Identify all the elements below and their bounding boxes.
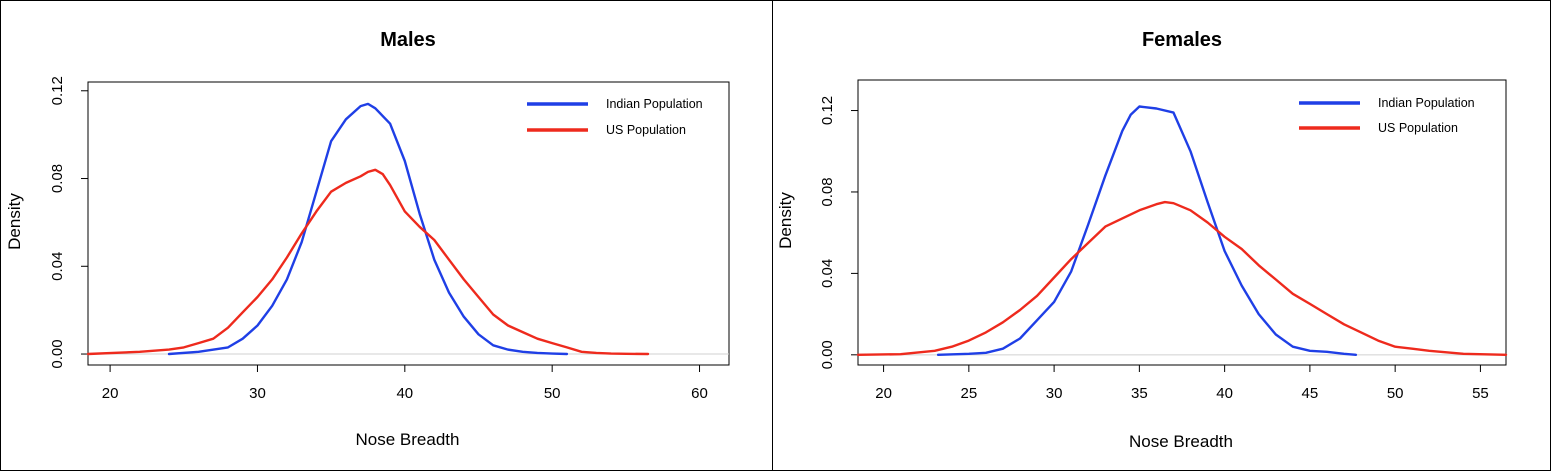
males-legend-label-us: US Population bbox=[606, 123, 686, 137]
females-x-tick-label: 40 bbox=[1216, 385, 1233, 402]
females-legend-label-indian: Indian Population bbox=[1378, 96, 1475, 110]
females-y-tick-label: 0.12 bbox=[819, 96, 836, 125]
males-x-tick-label: 30 bbox=[249, 385, 266, 402]
males-x-axis-label: Nose Breadth bbox=[356, 430, 460, 449]
females-x-tick-label: 50 bbox=[1387, 385, 1404, 402]
females-chart-title: Females bbox=[1142, 29, 1222, 51]
males-x-tick-label: 50 bbox=[544, 385, 561, 402]
females-y-tick-label: 0.00 bbox=[819, 340, 836, 369]
females-x-tick-label: 35 bbox=[1131, 385, 1148, 402]
right-panel-frame bbox=[772, 0, 1551, 471]
females-series-us-line bbox=[856, 200, 1508, 356]
females-x-tick-label: 55 bbox=[1472, 385, 1489, 402]
males-y-tick-label: 0.12 bbox=[49, 76, 66, 105]
females-series-indian-line bbox=[936, 105, 1358, 356]
males-series-us-line bbox=[86, 168, 650, 356]
females-legend-label-us: US Population bbox=[1378, 121, 1458, 135]
females-x-axis-label: Nose Breadth bbox=[1129, 432, 1233, 451]
females-plot-box bbox=[857, 79, 1507, 366]
males-y-axis-label: Density bbox=[5, 193, 24, 250]
females-x-tick-label: 20 bbox=[875, 385, 892, 402]
males-series-indian-line bbox=[167, 102, 569, 356]
males-y-tick-label: 0.00 bbox=[49, 339, 66, 368]
females-x-tick-label: 30 bbox=[1046, 385, 1063, 402]
males-x-tick-label: 20 bbox=[102, 385, 119, 402]
females-x-tick-label: 25 bbox=[960, 385, 977, 402]
females-y-tick-label: 0.08 bbox=[819, 177, 836, 206]
males-x-tick-label: 40 bbox=[396, 385, 413, 402]
males-y-tick-label: 0.04 bbox=[49, 252, 66, 281]
males-plot-box bbox=[87, 81, 730, 366]
females-y-axis-label: Density bbox=[776, 192, 795, 249]
females-x-tick-label: 45 bbox=[1302, 385, 1319, 402]
males-chart-title: Males bbox=[380, 29, 436, 51]
left-panel-frame bbox=[0, 0, 774, 471]
males-y-tick-label: 0.08 bbox=[49, 164, 66, 193]
males-x-tick-label: 60 bbox=[691, 385, 708, 402]
males-legend-label-indian: Indian Population bbox=[606, 97, 703, 111]
females-y-tick-label: 0.04 bbox=[819, 259, 836, 288]
